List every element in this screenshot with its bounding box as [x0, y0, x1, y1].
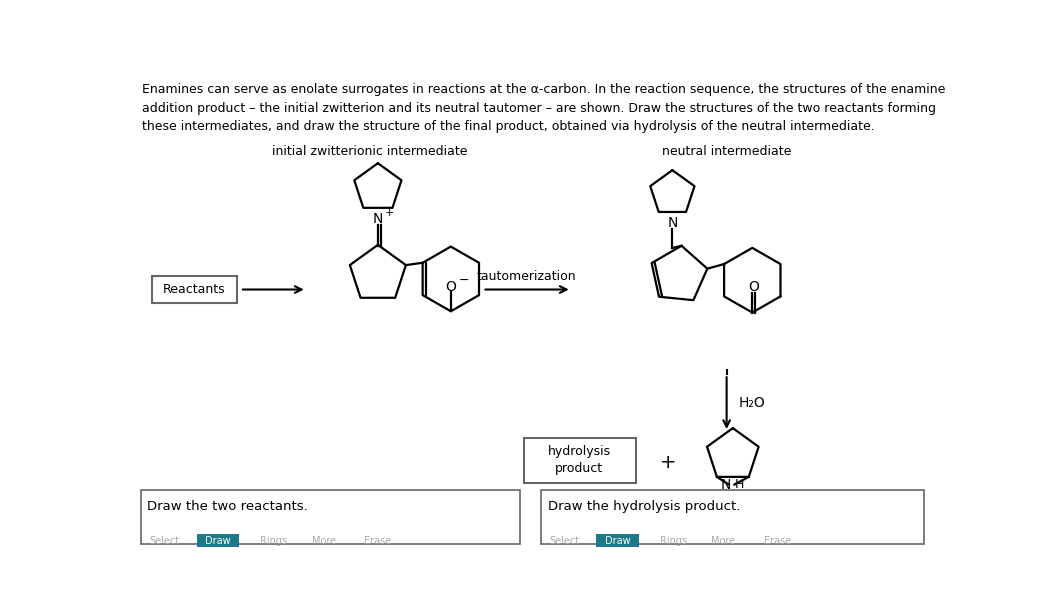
Text: H: H	[736, 478, 745, 491]
Text: Rings: Rings	[660, 535, 687, 546]
FancyBboxPatch shape	[140, 490, 521, 544]
Text: Draw the hydrolysis product.: Draw the hydrolysis product.	[549, 500, 741, 513]
Text: neutral intermediate: neutral intermediate	[662, 145, 792, 158]
Text: Erase: Erase	[365, 535, 392, 546]
Text: Reactants: Reactants	[163, 283, 225, 296]
FancyBboxPatch shape	[196, 533, 239, 548]
FancyBboxPatch shape	[596, 533, 639, 548]
Text: H₂O: H₂O	[739, 397, 765, 410]
Text: Draw: Draw	[605, 535, 631, 546]
Text: More: More	[712, 535, 736, 546]
Text: Rings: Rings	[260, 535, 287, 546]
Text: initial zwitterionic intermediate: initial zwitterionic intermediate	[272, 145, 468, 158]
Text: Select: Select	[150, 535, 180, 546]
Text: O: O	[446, 280, 456, 294]
Text: Draw the two reactants.: Draw the two reactants.	[146, 500, 308, 513]
Text: Draw: Draw	[205, 535, 231, 546]
FancyBboxPatch shape	[152, 275, 237, 303]
FancyBboxPatch shape	[524, 438, 636, 483]
Text: +: +	[660, 453, 676, 472]
Text: O: O	[748, 280, 760, 294]
Text: Select: Select	[550, 535, 580, 546]
Text: Erase: Erase	[764, 535, 792, 546]
Text: Enamines can serve as enolate surrogates in reactions at the α-carbon. In the re: Enamines can serve as enolate surrogates…	[141, 83, 944, 133]
Text: More: More	[312, 535, 336, 546]
Text: tautomerization: tautomerization	[477, 270, 577, 283]
FancyBboxPatch shape	[540, 490, 925, 544]
Text: N: N	[667, 216, 677, 230]
Text: N: N	[373, 212, 383, 225]
Text: +: +	[384, 208, 394, 217]
Text: N: N	[720, 477, 730, 492]
Text: −: −	[458, 274, 469, 287]
Text: hydrolysis
product: hydrolysis product	[548, 445, 611, 476]
